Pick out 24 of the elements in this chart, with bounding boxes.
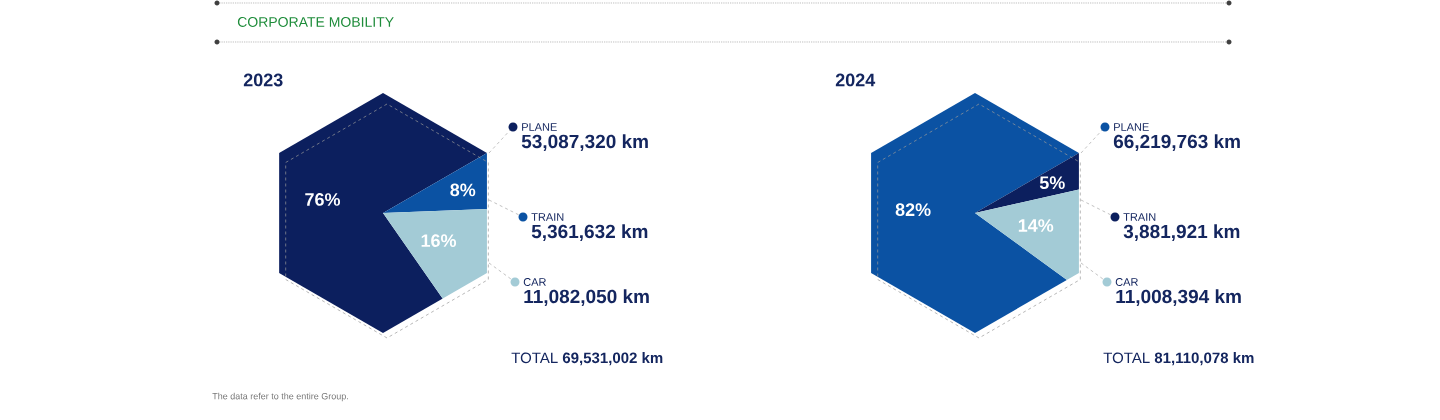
legend-label: CAR (1115, 278, 1138, 286)
text: 76% (305, 193, 341, 206)
data-label: 11,082,050 km (524, 289, 649, 306)
data-label: 5,361,632 km (531, 224, 648, 241)
text: TOTAL 69,531,002 km (511, 352, 663, 366)
data-label: 3,881,921 km (1123, 224, 1240, 241)
chart-title: 2023 (243, 73, 283, 87)
text: 82% (895, 203, 931, 217)
legend-label: PLANE (522, 123, 557, 131)
text: 5% (1039, 176, 1065, 190)
text: TOTAL 81,110,078 km (1103, 352, 1254, 366)
chart-title: 2024 (835, 73, 876, 87)
data-label: 53,087,320 km (521, 134, 648, 151)
text: CORPORATE MOBILITY (237, 17, 394, 27)
text: 16% (421, 234, 457, 247)
text: 8% (450, 183, 476, 197)
text: The data refer to the entire Group. (212, 392, 348, 402)
data-label: 11,008,394 km (1116, 289, 1241, 306)
text: 14% (1018, 219, 1054, 232)
legend-label: TRAIN (1123, 213, 1156, 221)
legend-label: TRAIN (531, 213, 564, 221)
data-label: 66,219,763 km (1113, 134, 1240, 151)
legend-label: CAR (523, 278, 546, 286)
legend-label: PLANE (1114, 123, 1149, 131)
